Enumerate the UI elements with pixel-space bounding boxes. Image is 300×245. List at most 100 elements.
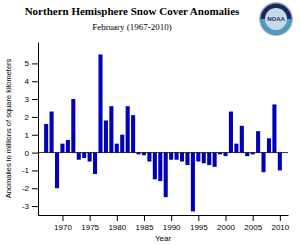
y-tick-label: -2 xyxy=(22,184,30,193)
logo-ring xyxy=(259,2,293,36)
bar xyxy=(158,153,162,182)
x-tick-label: 2010 xyxy=(271,223,289,232)
chart: -3-2-10123451970197519801985199019952000… xyxy=(0,0,300,245)
x-tick-mark xyxy=(171,215,172,221)
x-tick-mark xyxy=(117,215,118,221)
x-tick-label: 1990 xyxy=(163,223,181,232)
x-tick: 1985 xyxy=(136,215,154,232)
x-tick-label: 1995 xyxy=(190,223,208,232)
logo: NOAA xyxy=(259,2,293,36)
y-tick-label: -1 xyxy=(22,166,30,175)
bar xyxy=(147,153,151,162)
bar xyxy=(180,153,184,162)
bar xyxy=(256,131,260,152)
bars xyxy=(38,54,288,211)
x-tick-mark xyxy=(62,215,63,221)
x-tick-mark xyxy=(226,215,227,221)
x-tick-label: 2005 xyxy=(244,223,262,232)
bar xyxy=(213,153,217,167)
bar xyxy=(191,153,195,212)
bar xyxy=(88,153,92,162)
bar xyxy=(71,99,75,153)
y-tick-mark xyxy=(32,117,38,118)
y-tick-mark xyxy=(32,63,38,64)
bar xyxy=(262,153,266,173)
y-tick-label: 5 xyxy=(25,59,30,68)
y-axis-line xyxy=(38,43,39,216)
y-tick: 1 xyxy=(25,131,38,140)
y-tick-mark xyxy=(32,81,38,82)
x-tick-label: 1975 xyxy=(81,223,99,232)
bar xyxy=(98,54,102,152)
y-tick: -3 xyxy=(22,202,38,211)
y-tick: 4 xyxy=(25,77,38,86)
x-tick-label: 1970 xyxy=(54,223,72,232)
title: Northern Hemisphere Snow Cover Anomalies xyxy=(25,5,240,17)
y-tick: 2 xyxy=(25,113,38,122)
y-axis-title: Anomalies in millions of square kilomete… xyxy=(4,58,13,198)
y-tick-mark xyxy=(32,153,38,154)
x-tick-mark xyxy=(253,215,254,221)
x-tick: 2005 xyxy=(244,215,262,232)
bar xyxy=(207,153,211,165)
bar xyxy=(142,153,146,156)
bar xyxy=(272,104,276,152)
x-tick: 1970 xyxy=(54,215,72,232)
logo-disc xyxy=(261,4,292,35)
x-tick-label: 1985 xyxy=(136,223,154,232)
bar xyxy=(93,153,97,174)
y-tick-mark xyxy=(32,99,38,100)
bar xyxy=(55,153,59,189)
plot-area: -3-2-10123451970197519801985199019952000… xyxy=(22,43,290,232)
bar xyxy=(77,153,81,160)
y-tick-mark xyxy=(32,206,38,207)
x-axis-title: Year xyxy=(155,234,172,243)
y-tick: -1 xyxy=(22,166,38,175)
bar xyxy=(278,153,282,171)
x-tick-mark xyxy=(198,215,199,221)
x-axis: 1970 1975 1980 1985 1990 1995 2000 2005 2010 xyxy=(39,215,290,232)
bar xyxy=(164,153,168,198)
bar xyxy=(109,106,113,152)
y-tick-label: 4 xyxy=(25,77,30,86)
bar xyxy=(115,144,119,153)
y-tick-label: 2 xyxy=(25,113,30,122)
bar xyxy=(153,153,157,180)
bar xyxy=(44,124,48,153)
bar xyxy=(223,153,227,157)
bar xyxy=(175,153,179,160)
bar xyxy=(66,140,70,152)
bar xyxy=(126,106,130,152)
bar xyxy=(240,126,244,153)
y-tick: 5 xyxy=(25,59,38,68)
y-axis: -3-2-1012345 xyxy=(22,43,39,216)
x-tick: 2000 xyxy=(217,215,235,232)
x-tick-mark xyxy=(280,215,281,221)
bar xyxy=(50,112,54,153)
bar xyxy=(196,153,200,162)
x-tick-mark xyxy=(144,215,145,221)
zero-line xyxy=(38,152,288,153)
bar xyxy=(60,144,64,153)
x-tick-label: 1980 xyxy=(108,223,126,232)
y-tick-mark xyxy=(32,188,38,189)
y-tick-label: -3 xyxy=(22,202,30,211)
subtitle: February (1967-2010) xyxy=(92,22,172,32)
bar xyxy=(120,135,124,153)
y-tick-mark xyxy=(32,170,38,171)
bar xyxy=(202,153,206,164)
bar xyxy=(131,115,135,152)
x-tick: 2010 xyxy=(271,215,289,232)
bar xyxy=(267,138,271,152)
bar xyxy=(104,120,108,152)
bar xyxy=(234,144,238,153)
bar xyxy=(82,153,86,158)
y-tick: -2 xyxy=(22,184,38,193)
bar xyxy=(245,153,249,157)
y-tick-mark xyxy=(32,135,38,136)
bar xyxy=(229,112,233,153)
x-tick-label: 2000 xyxy=(217,223,235,232)
x-tick: 1975 xyxy=(81,215,99,232)
x-tick: 1995 xyxy=(190,215,208,232)
y-tick-label: 3 xyxy=(25,95,30,104)
